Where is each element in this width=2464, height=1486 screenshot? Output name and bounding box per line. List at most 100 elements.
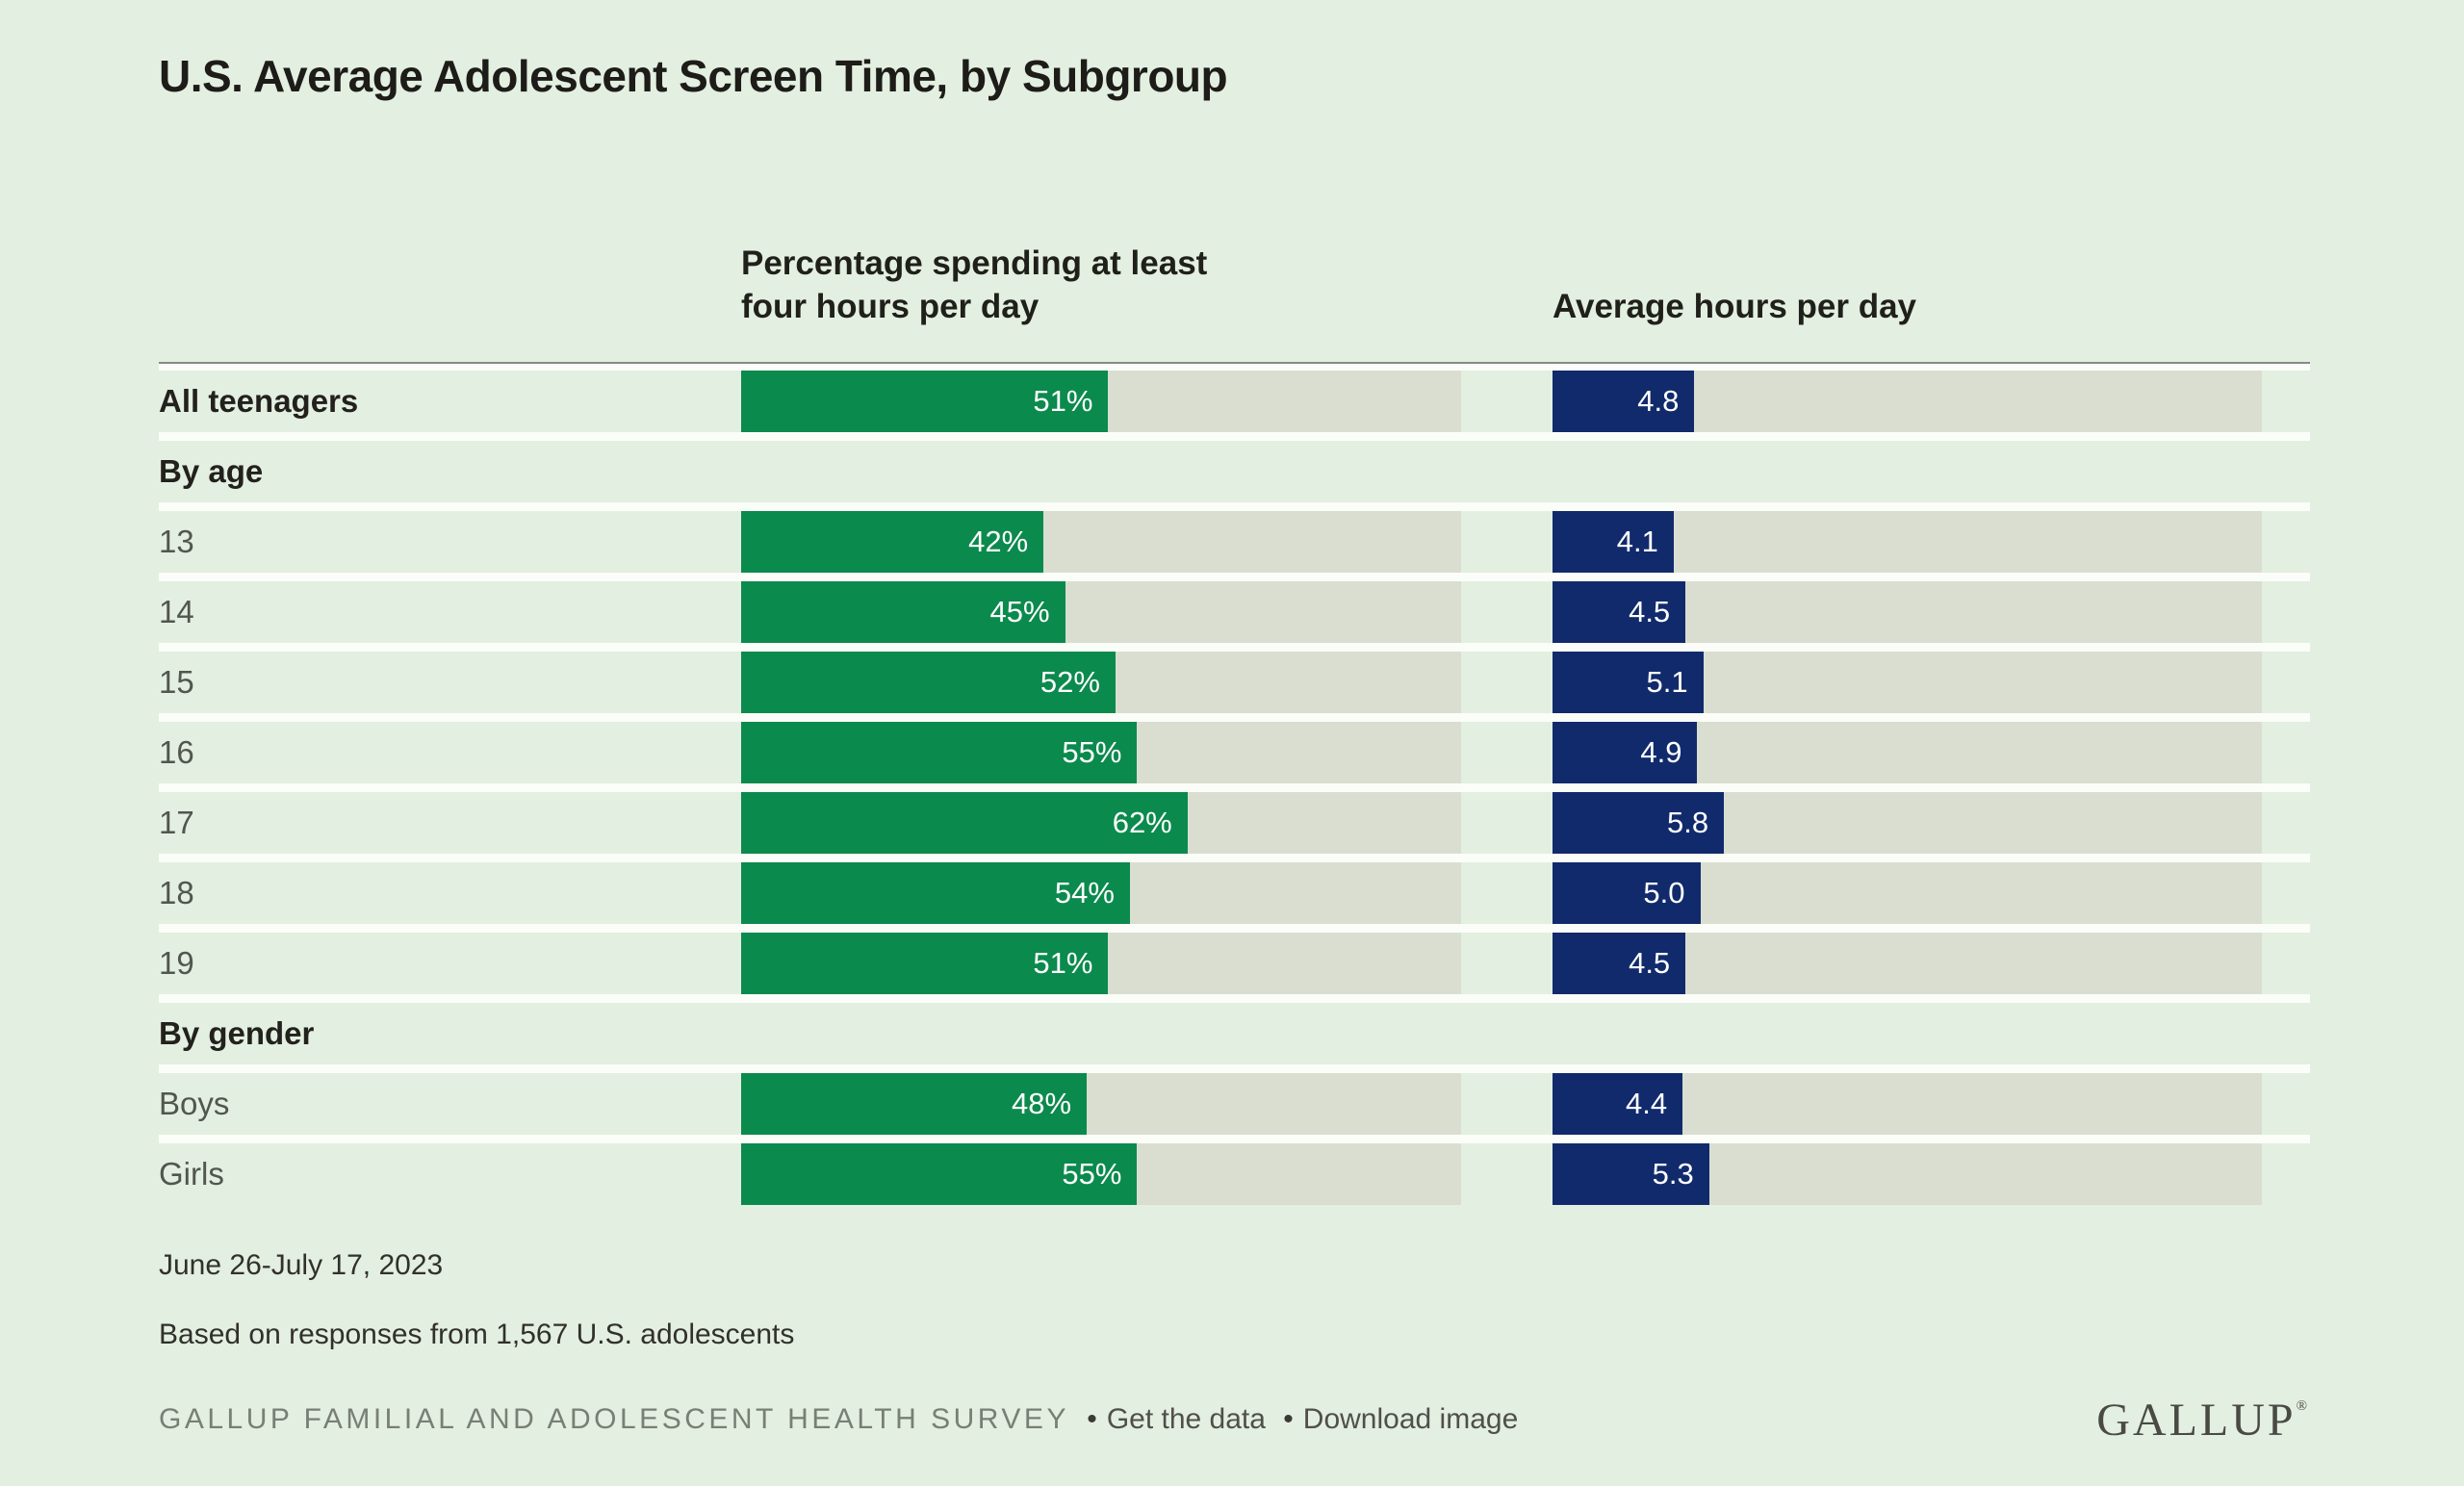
table-row: 14 45% 4.5 xyxy=(159,580,2310,643)
row-label: 15 xyxy=(159,663,194,700)
row-label: 13 xyxy=(159,523,194,559)
percent-bar: 54% xyxy=(741,861,1130,924)
percent-bar: 45% xyxy=(741,580,1065,643)
percent-bar: 55% xyxy=(741,1142,1138,1205)
percent-bar: 62% xyxy=(741,791,1188,854)
footer-source-line: GALLUP FAMILIAL AND ADOLESCENT HEALTH SU… xyxy=(159,1403,1518,1436)
chart-notes: June 26-July 17, 2023 Based on responses… xyxy=(159,1249,2310,1351)
hours-bar-track: 4.5 xyxy=(1553,932,2262,994)
row-label: 19 xyxy=(159,944,194,981)
percent-value-label: 54% xyxy=(1054,876,1115,910)
gallup-chart-page: U.S. Average Adolescent Screen Time, by … xyxy=(159,51,2310,1447)
row-separator xyxy=(159,923,2310,933)
row-label: 16 xyxy=(159,733,194,770)
hours-bar-track: 5.1 xyxy=(1553,651,2262,713)
table-row: 18 54% 5.0 xyxy=(159,861,2310,924)
column-headers: Percentage spending at least four hours … xyxy=(159,243,2310,329)
hours-bar: 4.5 xyxy=(1553,580,1686,643)
hours-bar-track: 5.3 xyxy=(1553,1142,2262,1205)
percent-bar-track: 55% xyxy=(741,1142,1461,1205)
row-separator xyxy=(159,572,2310,581)
row-label: All teenagers xyxy=(159,382,359,419)
hours-bar: 5.1 xyxy=(1553,651,1704,713)
percent-bar-track: 52% xyxy=(741,651,1461,713)
row-separator xyxy=(159,1063,2310,1073)
hours-bar: 5.0 xyxy=(1553,861,1701,924)
hours-column-header: Average hours per day xyxy=(1553,287,1917,325)
row-label: 17 xyxy=(159,804,194,840)
row-label: Boys xyxy=(159,1085,230,1121)
table-row: 15 52% 5.1 xyxy=(159,651,2310,713)
hours-bar-track: 5.8 xyxy=(1553,791,2262,854)
hours-bar-track: 4.4 xyxy=(1553,1072,2262,1135)
section-header-label: By age xyxy=(159,452,264,489)
row-separator xyxy=(159,712,2310,722)
percent-bar: 48% xyxy=(741,1072,1088,1135)
hours-value-label: 4.1 xyxy=(1616,525,1658,559)
percent-bar-track: 48% xyxy=(741,1072,1461,1135)
bar-table: All teenagers 51% 4.8 By age 13 42% 4.1 xyxy=(159,361,2310,1205)
table-row: 16 55% 4.9 xyxy=(159,721,2310,783)
percent-bar-track: 45% xyxy=(741,580,1461,643)
row-label: 18 xyxy=(159,874,194,910)
table-row: 17 62% 5.8 xyxy=(159,791,2310,854)
section-header-label: By gender xyxy=(159,1014,315,1051)
percent-value-label: 48% xyxy=(1011,1087,1072,1121)
hours-bar-track: 4.5 xyxy=(1553,580,2262,643)
table-row: Boys 48% 4.4 xyxy=(159,1072,2310,1135)
percent-bar-track: 51% xyxy=(741,370,1461,432)
hours-bar: 4.4 xyxy=(1553,1072,1683,1135)
hours-bar-track: 4.9 xyxy=(1553,721,2262,783)
row-separator xyxy=(159,853,2310,862)
table-row: Girls 55% 5.3 xyxy=(159,1142,2310,1205)
percent-bar-track: 42% xyxy=(741,510,1461,573)
hours-value-label: 5.3 xyxy=(1652,1157,1694,1191)
hours-value-label: 4.5 xyxy=(1629,595,1671,629)
percent-value-label: 51% xyxy=(1033,384,1093,419)
row-separator xyxy=(159,642,2310,652)
bullet-separator: • xyxy=(1283,1403,1294,1436)
percent-value-label: 42% xyxy=(968,525,1029,559)
date-range-note: June 26-July 17, 2023 xyxy=(159,1248,444,1281)
percent-bar: 42% xyxy=(741,510,1044,573)
survey-name-label: GALLUP FAMILIAL AND ADOLESCENT HEALTH SU… xyxy=(159,1403,1069,1436)
percent-bar: 51% xyxy=(741,932,1109,994)
row-separator xyxy=(159,782,2310,792)
percent-value-label: 52% xyxy=(1040,665,1100,700)
percent-bar: 51% xyxy=(741,370,1109,432)
gallup-logo-text: GALLUP xyxy=(2096,1394,2297,1446)
percent-bar: 55% xyxy=(741,721,1138,783)
table-row: All teenagers 51% 4.8 xyxy=(159,370,2310,432)
percent-bar-track: 54% xyxy=(741,861,1461,924)
hours-bar: 5.8 xyxy=(1553,791,1725,854)
hours-value-label: 5.1 xyxy=(1646,665,1688,700)
row-separator xyxy=(159,993,2310,1003)
percent-bar-track: 55% xyxy=(741,721,1461,783)
sample-size-note: Based on responses from 1,567 U.S. adole… xyxy=(159,1318,795,1350)
bullet-separator: • xyxy=(1087,1403,1097,1436)
hours-value-label: 4.8 xyxy=(1637,384,1680,419)
download-image-link[interactable]: Download image xyxy=(1302,1403,1519,1436)
chart-footer: GALLUP FAMILIAL AND ADOLESCENT HEALTH SU… xyxy=(159,1394,2310,1447)
hours-bar: 5.3 xyxy=(1553,1142,1709,1205)
hours-value-label: 4.9 xyxy=(1640,735,1682,770)
table-row: 13 42% 4.1 xyxy=(159,510,2310,573)
hours-value-label: 5.0 xyxy=(1643,876,1685,910)
section-header-row: By age xyxy=(159,441,2310,502)
percent-bar: 52% xyxy=(741,651,1116,713)
percent-value-label: 55% xyxy=(1062,1157,1122,1191)
row-separator xyxy=(159,501,2310,511)
hours-value-label: 5.8 xyxy=(1666,806,1709,840)
hours-value-label: 4.4 xyxy=(1626,1087,1668,1121)
gallup-logo: GALLUP® xyxy=(2096,1394,2310,1447)
percent-column-header: Percentage spending at least four hours … xyxy=(741,244,1208,325)
hours-bar-track: 5.0 xyxy=(1553,861,2262,924)
hours-bar: 4.5 xyxy=(1553,932,1686,994)
get-the-data-link[interactable]: Get the data xyxy=(1106,1403,1266,1436)
section-header-row: By gender xyxy=(159,1003,2310,1064)
hours-bar: 4.8 xyxy=(1553,370,1695,432)
page-title: U.S. Average Adolescent Screen Time, by … xyxy=(159,51,1228,101)
row-separator xyxy=(159,431,2310,441)
percent-value-label: 45% xyxy=(989,595,1050,629)
hours-bar-track: 4.8 xyxy=(1553,370,2262,432)
